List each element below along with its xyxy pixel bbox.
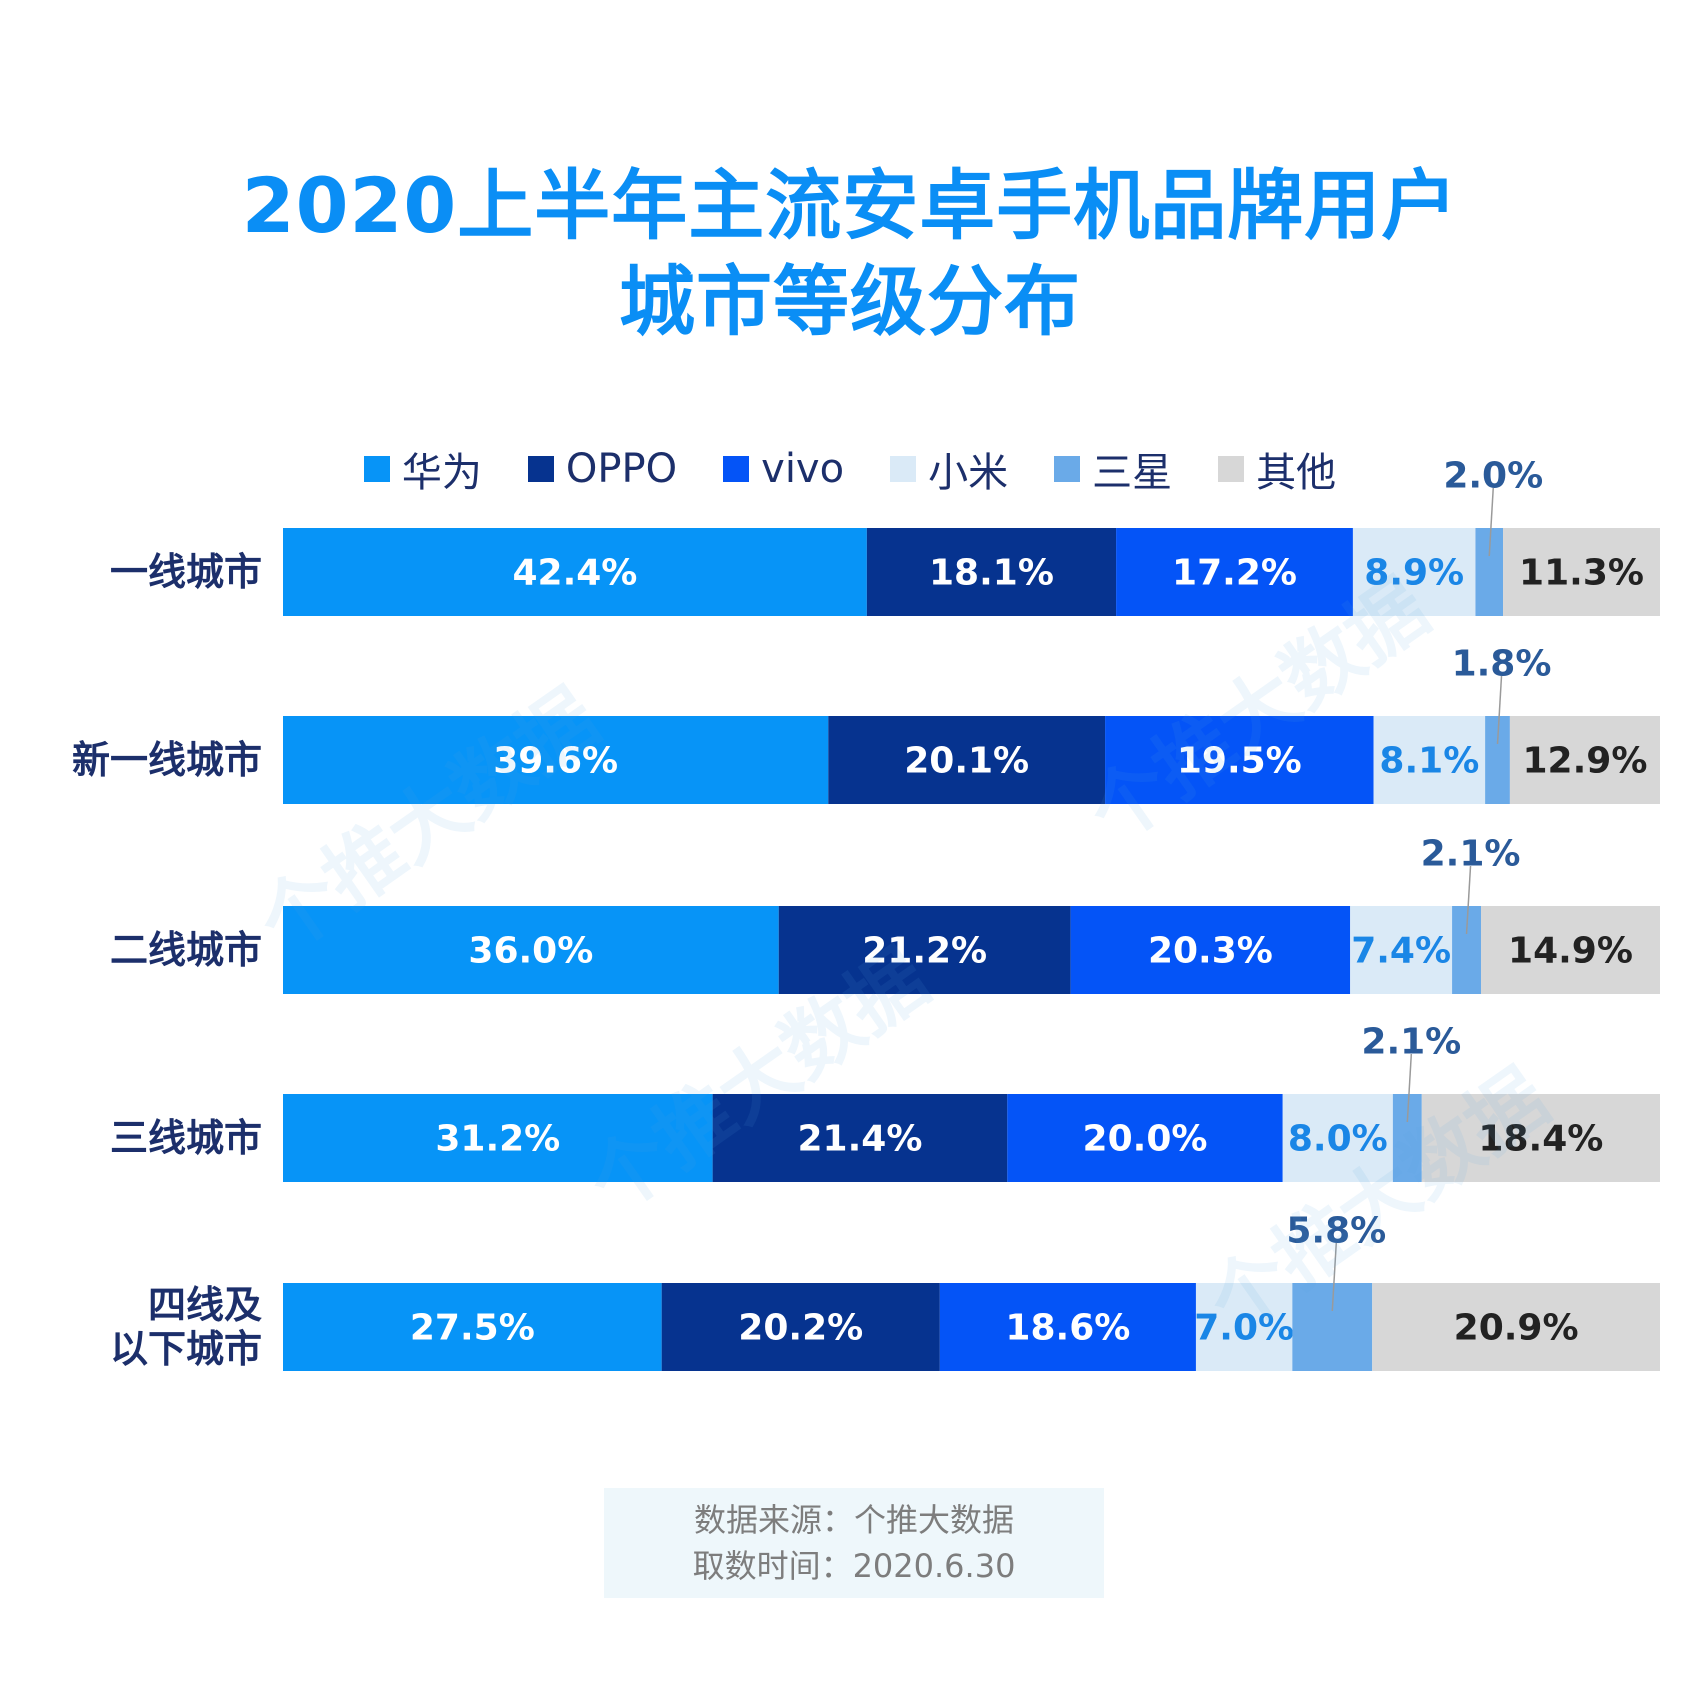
data-source-line: 数据来源：个推大数据 — [693, 1501, 1014, 1539]
category-label: 二线城市 — [110, 928, 262, 972]
category-label: 四线及 — [148, 1283, 262, 1327]
callout-leader — [1488, 487, 1495, 557]
callout-leader — [1406, 1053, 1413, 1123]
legend-label: vivo — [761, 446, 845, 492]
bar-segment — [1352, 528, 1476, 616]
data-label: 19.5% — [1177, 741, 1302, 782]
bar-segment — [661, 1283, 940, 1371]
legend-item: OPPO — [527, 440, 678, 498]
data-label: 2.1% — [1361, 1022, 1461, 1063]
data-label: 20.0% — [1083, 1119, 1208, 1160]
bar-segment — [1372, 1283, 1660, 1371]
bar-segment — [1421, 1094, 1660, 1182]
chart-legend: 华为 OPPO vivo 小米 三星 其他 — [0, 440, 1700, 498]
data-label: 12.9% — [1523, 741, 1648, 782]
bar-segment — [1480, 906, 1660, 994]
category-label: 新一线城市 — [72, 738, 262, 782]
data-label: 20.9% — [1454, 1308, 1579, 1349]
bar-segment — [283, 906, 779, 994]
bar-segment — [1392, 1094, 1422, 1182]
legend-swatch — [890, 456, 917, 482]
data-label: 8.9% — [1364, 553, 1464, 594]
data-label: 21.2% — [862, 931, 987, 972]
data-label: 5.8% — [1286, 1211, 1386, 1252]
data-label: 7.0% — [1194, 1308, 1294, 1349]
legend-item: 其他 — [1218, 440, 1336, 498]
data-label: 11.3% — [1519, 553, 1644, 594]
data-label: 36.0% — [468, 931, 593, 972]
bar-segment — [283, 1283, 662, 1371]
data-date-line: 取数时间：2020.6.30 — [692, 1547, 1016, 1585]
callout-leader — [1465, 865, 1472, 935]
data-label: 7.4% — [1351, 931, 1451, 972]
data-label: 2.1% — [1421, 834, 1521, 875]
category-label: 以下城市 — [110, 1327, 262, 1371]
bar-segment — [283, 716, 829, 804]
data-label: 17.2% — [1172, 553, 1297, 594]
data-label: 8.1% — [1379, 741, 1479, 782]
bar-segment — [1070, 906, 1351, 994]
bar-segment — [1509, 716, 1660, 804]
bar-segment — [1452, 906, 1481, 994]
bar-segment — [1292, 1283, 1373, 1371]
chart-title-line-1: 2020上半年主流安卓手机品牌用户 — [241, 161, 1459, 250]
bar-segment — [828, 716, 1106, 804]
data-source-box: 数据来源：个推大数据 取数时间：2020.6.30 — [604, 1488, 1104, 1598]
legend-item: vivo — [723, 440, 844, 498]
bar-segment — [283, 1094, 713, 1182]
bar-segment — [1282, 1094, 1393, 1182]
bar-segment — [1195, 1283, 1293, 1371]
bar-segment — [866, 528, 1117, 616]
legend-label: OPPO — [565, 446, 678, 492]
bar-segment — [1007, 1094, 1283, 1182]
bar-segment — [283, 528, 867, 616]
data-label: 42.4% — [512, 553, 637, 594]
bar-segment — [1485, 716, 1510, 804]
bar-segment — [1503, 528, 1660, 616]
legend-swatch — [527, 456, 554, 482]
data-label: 21.4% — [798, 1119, 923, 1160]
callout-leader — [1496, 675, 1503, 745]
bar-segment — [1116, 528, 1353, 616]
legend-swatch — [1054, 456, 1081, 482]
data-label: 20.3% — [1148, 931, 1273, 972]
bar-segment — [712, 1094, 1008, 1182]
callout-leader — [1331, 1242, 1338, 1312]
data-label: 20.1% — [904, 741, 1029, 782]
legend-swatch — [363, 456, 390, 482]
data-label: 2.0% — [1443, 456, 1543, 497]
legend-item: 三星 — [1054, 440, 1172, 498]
data-label: 31.2% — [435, 1119, 560, 1160]
data-label: 27.5% — [410, 1308, 535, 1349]
legend-item: 华为 — [363, 440, 482, 498]
data-label: 18.6% — [1005, 1308, 1130, 1349]
legend-item: 小米 — [890, 440, 1008, 498]
data-label: 8.0% — [1288, 1119, 1388, 1160]
chart-title-line-2: 城市等级分布 — [619, 257, 1081, 346]
bar-segment — [1475, 528, 1504, 616]
bar-segment — [778, 906, 1071, 994]
data-label: 18.1% — [929, 553, 1054, 594]
bar-segment — [939, 1283, 1196, 1371]
data-label: 20.2% — [738, 1308, 863, 1349]
legend-label: 三星 — [1092, 450, 1173, 496]
category-label: 一线城市 — [110, 550, 262, 594]
bar-segment — [1105, 716, 1374, 804]
data-label: 18.4% — [1478, 1119, 1603, 1160]
category-label: 三线城市 — [110, 1116, 262, 1160]
data-label: 1.8% — [1452, 644, 1552, 685]
legend-label: 华为 — [401, 450, 482, 496]
data-label: 39.6% — [493, 741, 618, 782]
legend-label: 其他 — [1256, 450, 1337, 496]
legend-swatch — [723, 456, 750, 482]
legend-label: 小米 — [928, 450, 1009, 496]
bar-segment — [1373, 716, 1486, 804]
data-label: 14.9% — [1508, 931, 1633, 972]
legend-swatch — [1218, 456, 1245, 482]
bar-segment — [1350, 906, 1453, 994]
